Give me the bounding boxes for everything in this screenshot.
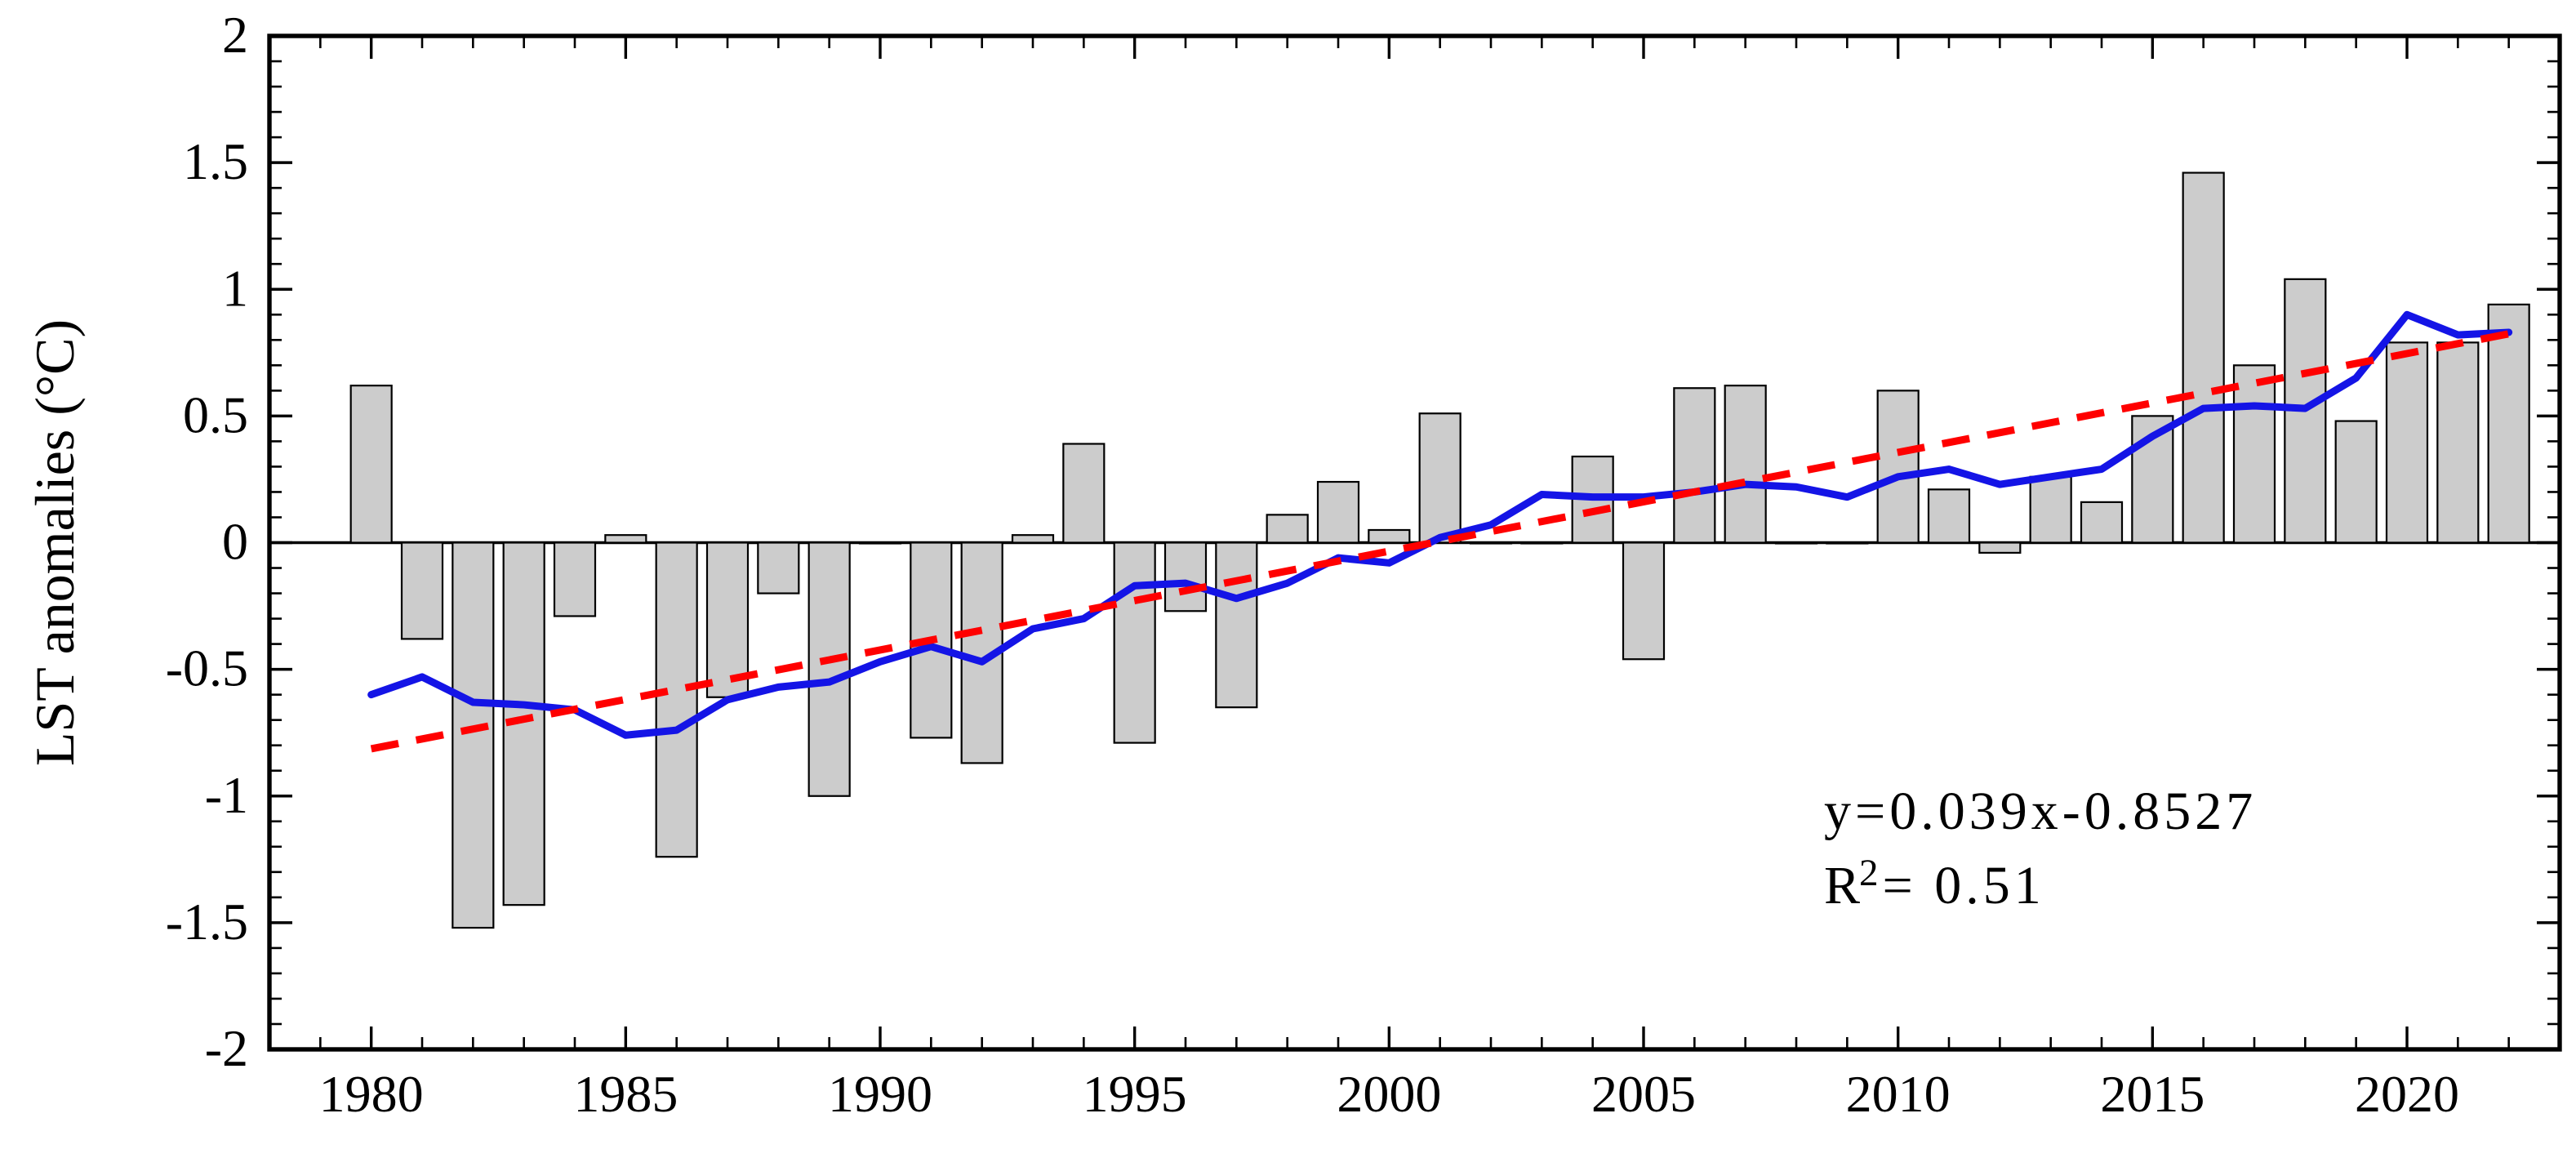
svg-text:-1.5: -1.5 (166, 893, 248, 951)
svg-text:y=0.039x-0.8527: y=0.039x-0.8527 (1824, 782, 2257, 841)
svg-text:2015: 2015 (2100, 1065, 2205, 1123)
svg-text:-2: -2 (205, 1019, 248, 1077)
svg-text:0.5: 0.5 (183, 385, 248, 443)
svg-text:-0.5: -0.5 (166, 639, 248, 697)
svg-text:1990: 1990 (828, 1065, 932, 1123)
svg-text:1: 1 (222, 259, 248, 317)
svg-text:2005: 2005 (1591, 1065, 1696, 1123)
svg-text:2020: 2020 (2355, 1065, 2459, 1123)
svg-text:2: 2 (222, 6, 248, 64)
svg-text:1995: 1995 (1083, 1065, 1187, 1123)
svg-text:2000: 2000 (1337, 1065, 1441, 1123)
svg-text:2010: 2010 (1846, 1065, 1951, 1123)
svg-text:1.5: 1.5 (183, 132, 248, 190)
svg-text:LST anomalies (°C): LST anomalies (°C) (24, 319, 86, 766)
svg-text:R2= 0.51: R2= 0.51 (1824, 852, 2045, 915)
svg-text:1980: 1980 (319, 1065, 424, 1123)
svg-text:0: 0 (222, 513, 248, 571)
svg-text:1985: 1985 (573, 1065, 678, 1123)
svg-text:-1: -1 (205, 766, 248, 824)
